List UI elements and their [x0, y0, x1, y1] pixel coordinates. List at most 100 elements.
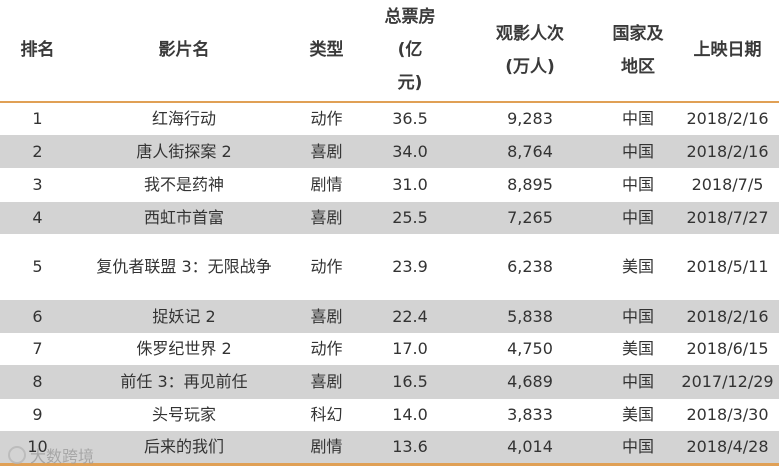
- cell-country: 中国: [621, 175, 654, 194]
- table-row: 2 唐人街探案 2 喜剧 34.0 8,764 中国 2018/2/16: [0, 135, 779, 168]
- header-box-office-line2: (亿: [397, 40, 423, 60]
- cell-rank: 10: [27, 437, 48, 456]
- header-region-line2: 地区: [621, 56, 655, 77]
- cell-genre: 喜剧: [310, 208, 343, 227]
- cell-country: 美国: [621, 405, 654, 424]
- header-admissions: 观影人次 (万人): [460, 18, 600, 84]
- header-film: 影片名: [158, 40, 210, 60]
- table-row: 8 前任 3：再见前任 喜剧 16.5 4,689 中国 2017/12/29: [0, 365, 779, 399]
- header-release: 上映日期: [693, 40, 762, 60]
- cell-date: 2018/6/15: [686, 339, 769, 358]
- table-row: 10 后来的我们 剧情 13.6 4,014 中国 2018/4/28: [0, 431, 779, 463]
- cell-rank: 1: [32, 109, 43, 128]
- header-admissions-line2: (万人): [505, 56, 555, 77]
- cell-date: 2018/5/11: [686, 257, 769, 276]
- table-row: 6 捉妖记 2 喜剧 22.4 5,838 中国 2018/2/16: [0, 300, 779, 333]
- cell-viewers: 6,238: [507, 257, 553, 276]
- cell-box: 31.0: [392, 175, 428, 194]
- cell-film: 捉妖记 2: [152, 306, 216, 326]
- cell-film: 侏罗纪世界 2: [136, 339, 232, 358]
- header-rank: 排名: [20, 40, 55, 60]
- watermark-text: 大数跨境: [30, 447, 95, 466]
- header-box-office-line1: 总票房: [384, 7, 436, 27]
- cell-country: 美国: [621, 339, 654, 358]
- header-admissions-line1: 观影人次: [496, 23, 564, 44]
- cell-date: 2018/7/5: [691, 175, 764, 194]
- cell-date: 2018/3/30: [686, 405, 769, 424]
- cell-rank: 3: [32, 175, 43, 194]
- cell-rank: 2: [32, 141, 43, 161]
- cell-genre: 科幻: [310, 405, 343, 424]
- cell-genre: 动作: [310, 257, 343, 276]
- cell-film: 复仇者联盟 3：无限战争: [96, 257, 272, 276]
- cell-rank: 9: [32, 405, 43, 424]
- header-box-office-line3: 元): [397, 73, 423, 93]
- cell-box: 34.0: [392, 141, 428, 161]
- cell-country: 中国: [621, 208, 654, 227]
- cell-viewers: 7,265: [507, 208, 553, 227]
- cell-viewers: 9,283: [507, 109, 553, 128]
- cell-date: 2018/2/16: [686, 141, 769, 161]
- cell-country: 中国: [621, 372, 654, 391]
- cell-rank: 7: [32, 339, 43, 358]
- cell-date: 2018/7/27: [686, 208, 769, 227]
- header-region: 国家及 地区: [600, 18, 676, 84]
- cell-viewers: 5,838: [507, 306, 553, 326]
- table-bottom-border: [0, 463, 779, 466]
- cell-viewers: 4,750: [507, 339, 553, 358]
- cell-genre: 喜剧: [310, 372, 343, 391]
- cell-rank: 4: [32, 208, 43, 227]
- table-row: 4 西虹市首富 喜剧 25.5 7,265 中国 2018/7/27: [0, 202, 779, 234]
- cell-country: 中国: [621, 306, 654, 326]
- header-region-line1: 国家及: [612, 23, 664, 44]
- cell-box: 25.5: [392, 208, 428, 227]
- cell-rank: 6: [32, 306, 43, 326]
- cell-viewers: 4,689: [507, 372, 553, 391]
- cell-box: 36.5: [392, 109, 428, 128]
- cell-film: 我不是药神: [143, 175, 224, 194]
- cell-box: 13.6: [392, 437, 428, 456]
- cell-country: 中国: [621, 437, 654, 456]
- cell-box: 23.9: [392, 257, 428, 276]
- cell-date: 2018/4/28: [686, 437, 769, 456]
- cell-viewers: 3,833: [507, 405, 553, 424]
- cell-film: 唐人街探案 2: [136, 141, 232, 161]
- cell-film: 头号玩家: [151, 405, 216, 424]
- cell-box: 16.5: [392, 372, 428, 391]
- cell-date: 2017/12/29: [681, 372, 774, 391]
- table-row: 7 侏罗纪世界 2 动作 17.0 4,750 美国 2018/6/15: [0, 333, 779, 365]
- cell-date: 2018/2/16: [686, 306, 769, 326]
- table-row: 5 复仇者联盟 3：无限战争 动作 23.9 6,238 美国 2018/5/11: [0, 234, 779, 300]
- table-header: 排名 影片名 类型 总票房 (亿 元) 观影人次 (万人) 国家及 地区 上映日…: [0, 0, 779, 103]
- cell-date: 2018/2/16: [686, 109, 769, 128]
- table-row: 1 红海行动 动作 36.5 9,283 中国 2018/2/16: [0, 103, 779, 135]
- cell-rank: 5: [32, 257, 43, 276]
- header-genre: 类型: [309, 40, 344, 60]
- cell-genre: 剧情: [310, 437, 343, 456]
- table-row: 3 我不是药神 剧情 31.0 8,895 中国 2018/7/5: [0, 168, 779, 202]
- cell-genre: 动作: [310, 339, 343, 358]
- cell-genre: 喜剧: [310, 306, 343, 326]
- table-row: 9 头号玩家 科幻 14.0 3,833 美国 2018/3/30: [0, 399, 779, 431]
- cell-box: 17.0: [392, 339, 428, 358]
- cell-box: 22.4: [392, 306, 428, 326]
- cell-film: 后来的我们: [143, 437, 224, 456]
- cell-genre: 剧情: [310, 175, 343, 194]
- cell-country: 美国: [621, 257, 654, 276]
- cell-rank: 8: [32, 372, 43, 391]
- cell-genre: 喜剧: [310, 141, 343, 161]
- cell-country: 中国: [621, 141, 654, 161]
- cell-country: 中国: [621, 109, 654, 128]
- cell-genre: 动作: [310, 109, 343, 128]
- cell-box: 14.0: [392, 405, 428, 424]
- cell-film: 西虹市首富: [143, 208, 224, 227]
- header-box-office: 总票房 (亿 元): [360, 1, 460, 100]
- watermark: 大数跨境: [8, 443, 94, 467]
- cell-film: 前任 3：再见前任: [120, 372, 248, 391]
- watermark-logo-icon: [8, 446, 26, 464]
- cell-viewers: 8,895: [507, 175, 553, 194]
- cell-viewers: 8,764: [507, 141, 553, 161]
- cell-film: 红海行动: [151, 109, 216, 128]
- cell-viewers: 4,014: [507, 437, 553, 456]
